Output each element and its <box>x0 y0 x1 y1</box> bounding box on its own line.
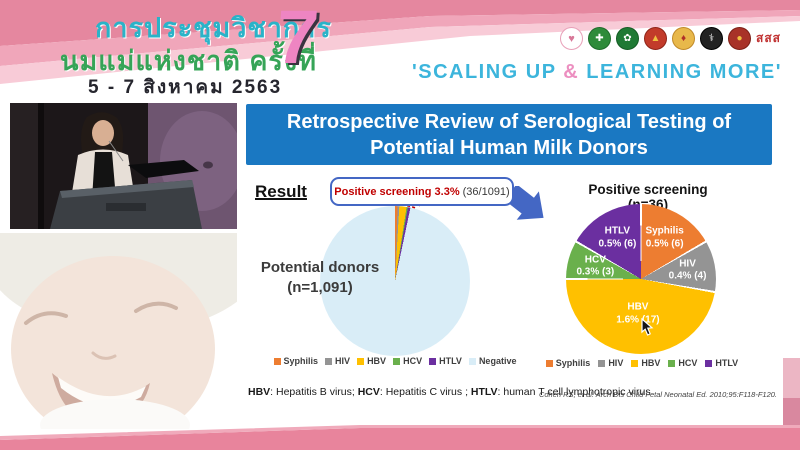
legend-swatch-icon <box>598 359 606 367</box>
legend-item-syphilis: Syphilis <box>545 358 591 368</box>
legend-swatch-icon <box>705 359 713 367</box>
legend-label: HBV <box>367 356 387 366</box>
footnote-def: : human T cell lymphotropic virus <box>497 386 651 398</box>
legend-swatch-icon <box>393 357 401 365</box>
legend-item-hbv: HBV <box>631 358 660 368</box>
conference-slogan: 'SCALING UP & LEARNING MORE' <box>398 61 796 84</box>
sss-health-fund-logo: สสส <box>756 31 781 45</box>
slide: Retrospective Review of Serological Test… <box>240 100 783 404</box>
legend-label: HIV <box>608 358 624 368</box>
conference-subtitle-thai: นมแม่แห่งชาติ ครั้งที่ <box>60 46 317 76</box>
positive-screening-callout: Positive screening 3.3% (36/1091) <box>330 177 514 206</box>
conference-title-thai: การประชุมวิชาการ <box>95 13 332 43</box>
medical-council-logo-icon: ⚕ <box>700 27 723 50</box>
footnote-abbr: HTLV <box>470 386 498 398</box>
slide-title: Retrospective Review of Serological Test… <box>246 104 772 165</box>
footnote-abbr: HCV <box>357 386 380 398</box>
slide-title-line1: Retrospective Review of Serological Test… <box>286 111 732 133</box>
potential-donors-label: Potential donors (n=1,091) <box>250 258 390 299</box>
donors-label-line2: (n=1,091) <box>287 279 353 297</box>
legend-swatch-icon <box>357 357 365 365</box>
pie-slice-label-hcv: HCV 0.3% (3) <box>576 254 615 278</box>
legend-swatch-icon <box>273 357 281 365</box>
mouse-cursor <box>641 318 654 336</box>
footnote-abbr: HBV <box>248 386 271 398</box>
royal-emblem-logo-icon: ▲ <box>644 27 667 50</box>
legend-swatch-icon <box>668 359 676 367</box>
pie-slice-label-syphilis: Syphilis 0.5% (6) <box>645 225 684 250</box>
organizer-logos: ♥ ✚ ✿ ▲ ♦ ⚕ ● สสส <box>560 27 781 50</box>
royal-crest-logo-icon: ♦ <box>672 27 695 50</box>
citation: Cohen RS, et al. Arch Dis Child Fetal Ne… <box>538 390 777 399</box>
legend-item-negative: Negative <box>468 356 517 366</box>
conference-date: 5 - 7 สิงหาคม 2563 <box>88 77 283 98</box>
legend-swatch-icon <box>545 359 553 367</box>
callout-detail: (36/1091) <box>462 185 510 198</box>
health-department-logo-icon: ✚ <box>588 27 611 50</box>
legend-item-htlv: HTLV <box>429 356 462 366</box>
positive-screening-pie: Syphilis 0.5% (6) HIV 0.4% (4) HBV 1.6% (17) H… <box>566 204 716 354</box>
baby-photo-background <box>0 233 237 429</box>
footnote-def: : Hepatitis B virus; <box>270 386 358 398</box>
slogan-text: LEARNING MORE' <box>579 61 783 83</box>
mother-child-foundation-logo-icon: ♥ <box>560 27 583 50</box>
header-banner-background <box>0 0 800 84</box>
legend-label: HBV <box>641 358 661 368</box>
donors-label-line1: Potential donors <box>260 259 380 276</box>
right-pie-legend: Syphilis HIV HBV HCV HTLV <box>545 358 738 368</box>
pie-slice-label-htlv: HTLV 0.5% (6) <box>598 225 637 250</box>
legend-swatch-icon <box>429 357 437 365</box>
legend-label: HTLV <box>715 358 739 368</box>
legend-label: Negative <box>478 356 517 366</box>
legend-label: HCV <box>678 358 698 368</box>
legend-item-hbv: HBV <box>357 356 386 366</box>
left-pie-legend: Syphilis HIV HBV HCV HTLV Negative <box>273 356 517 366</box>
legend-item-syphilis: Syphilis <box>273 356 319 366</box>
presenter-video <box>10 103 237 229</box>
legend-label: HTLV <box>439 356 462 366</box>
legend-swatch-icon <box>631 359 639 367</box>
slogan-text: 'SCALING UP <box>411 61 564 83</box>
result-label: Result <box>255 182 307 201</box>
slogan-ampersand: & <box>563 61 580 83</box>
footnote-def: : Hepatitis C virus ; <box>379 386 471 398</box>
corner-decoration-light <box>783 358 800 398</box>
legend-item-hcv: HCV <box>668 358 697 368</box>
legend-item-htlv: HTLV <box>705 358 738 368</box>
corner-decoration-dark <box>783 398 800 430</box>
public-health-logo-icon: ✿ <box>616 27 639 50</box>
legend-label: HCV <box>403 356 423 366</box>
legend-label: HIV <box>335 356 351 366</box>
pie-slice-label-hiv: HIV 0.4% (4) <box>668 258 707 282</box>
potential-donors-pie <box>320 206 470 356</box>
footer-pink-bar <box>0 425 800 450</box>
legend-swatch-icon <box>468 357 476 365</box>
callout-highlight: Positive screening 3.3% <box>334 185 460 198</box>
legend-label: Syphilis <box>555 358 591 368</box>
abbreviation-footnote: HBV: Hepatitis B virus; HCV: Hepatitis C… <box>248 386 651 398</box>
legend-swatch-icon <box>325 357 333 365</box>
legend-item-hcv: HCV <box>393 356 422 366</box>
edition-number: 7 <box>273 0 322 80</box>
arrow-right-icon <box>504 186 544 220</box>
legend-label: Syphilis <box>283 356 319 366</box>
legend-item-hiv: HIV <box>325 356 350 366</box>
pie-slice-label-hbv: HBV 1.6% (17) <box>616 301 660 326</box>
pediatric-society-logo-icon: ● <box>728 27 751 50</box>
slide-title-line2: Potential Human Milk Donors <box>370 137 648 159</box>
legend-item-hiv: HIV <box>598 358 623 368</box>
